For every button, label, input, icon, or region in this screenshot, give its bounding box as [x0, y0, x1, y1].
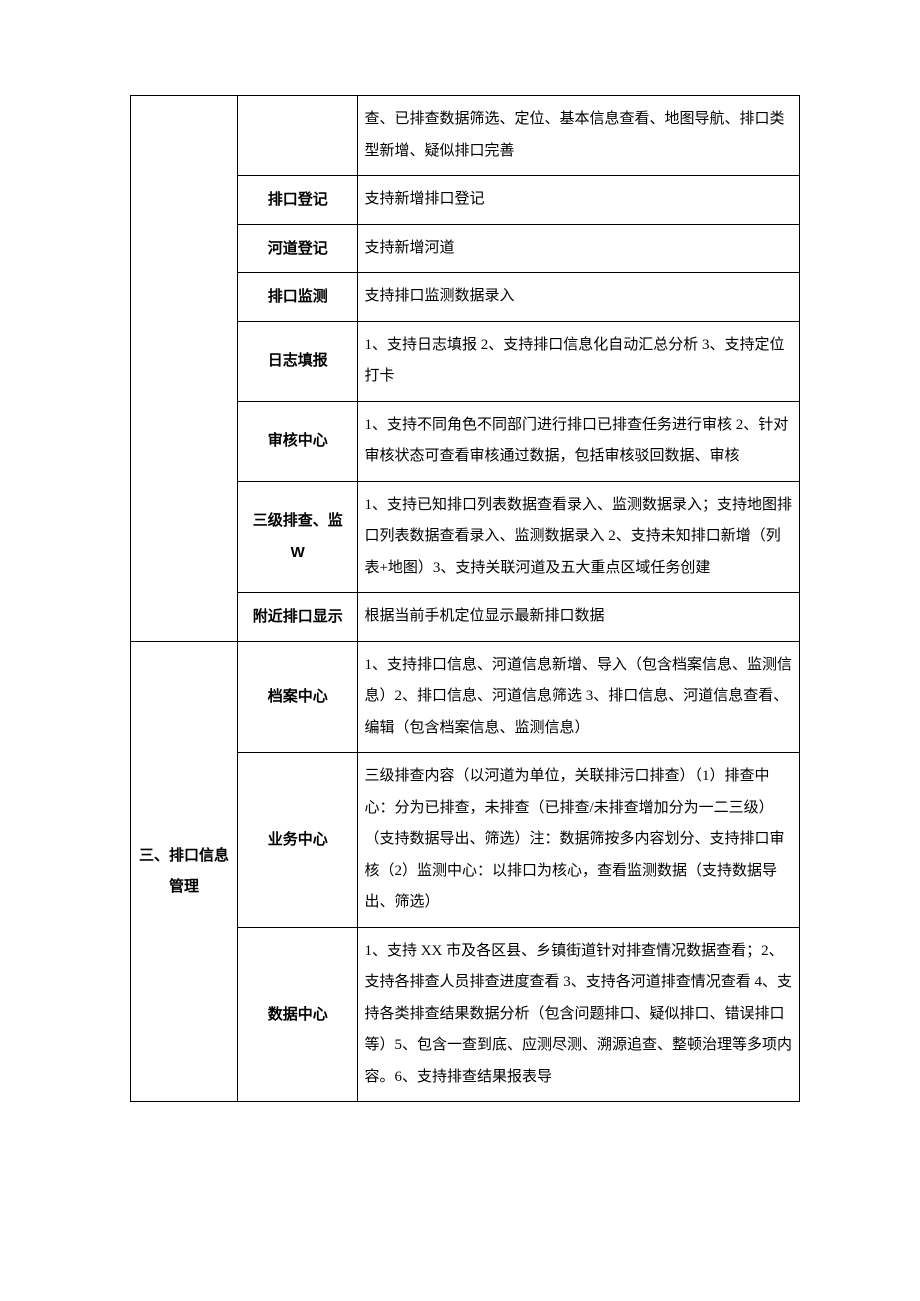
feature-cell: 日志填报 [238, 321, 358, 401]
description-cell: 1、支持已知排口列表数据查看录入、监测数据录入；支持地图排口列表数据查看录入、监… [358, 481, 800, 593]
description-cell: 1、支持日志填报 2、支持排口信息化自动汇总分析 3、支持定位打卡 [358, 321, 800, 401]
section-cell: 三、排口信息管理 [131, 641, 238, 1102]
description-cell: 查、已排查数据筛选、定位、基本信息查看、地图导航、排口类型新增、疑似排口完善 [358, 96, 800, 176]
feature-cell: 审核中心 [238, 401, 358, 481]
description-cell: 支持排口监测数据录入 [358, 273, 800, 322]
feature-cell: 排口监测 [238, 273, 358, 322]
feature-cell: 排口登记 [238, 176, 358, 225]
feature-cell [238, 96, 358, 176]
table-row: 三、排口信息管理 档案中心 1、支持排口信息、河道信息新增、导入（包含档案信息、… [131, 641, 800, 753]
document-page: 查、已排查数据筛选、定位、基本信息查看、地图导航、排口类型新增、疑似排口完善 排… [0, 0, 920, 1202]
section-cell [131, 96, 238, 642]
description-cell: 三级排查内容（以河道为单位，关联排污口排查）（1）排查中心：分为已排查，未排查（… [358, 753, 800, 928]
feature-cell: 附近排口显示 [238, 593, 358, 642]
description-cell: 1、支持 XX 市及各区县、乡镇街道针对排查情况数据查看；2、支持各排查人员排查… [358, 927, 800, 1102]
feature-cell: 三级排查、监 W [238, 481, 358, 593]
description-cell: 支持新增排口登记 [358, 176, 800, 225]
spec-table: 查、已排查数据筛选、定位、基本信息查看、地图导航、排口类型新增、疑似排口完善 排… [130, 95, 800, 1102]
feature-cell: 业务中心 [238, 753, 358, 928]
description-cell: 1、支持排口信息、河道信息新增、导入（包含档案信息、监测信息）2、排口信息、河道… [358, 641, 800, 753]
description-cell: 根据当前手机定位显示最新排口数据 [358, 593, 800, 642]
feature-cell: 数据中心 [238, 927, 358, 1102]
table-row: 查、已排查数据筛选、定位、基本信息查看、地图导航、排口类型新增、疑似排口完善 [131, 96, 800, 176]
feature-cell: 河道登记 [238, 224, 358, 273]
feature-cell: 档案中心 [238, 641, 358, 753]
description-cell: 1、支持不同角色不同部门进行排口已排查任务进行审核 2、针对审核状态可查看审核通… [358, 401, 800, 481]
description-cell: 支持新增河道 [358, 224, 800, 273]
